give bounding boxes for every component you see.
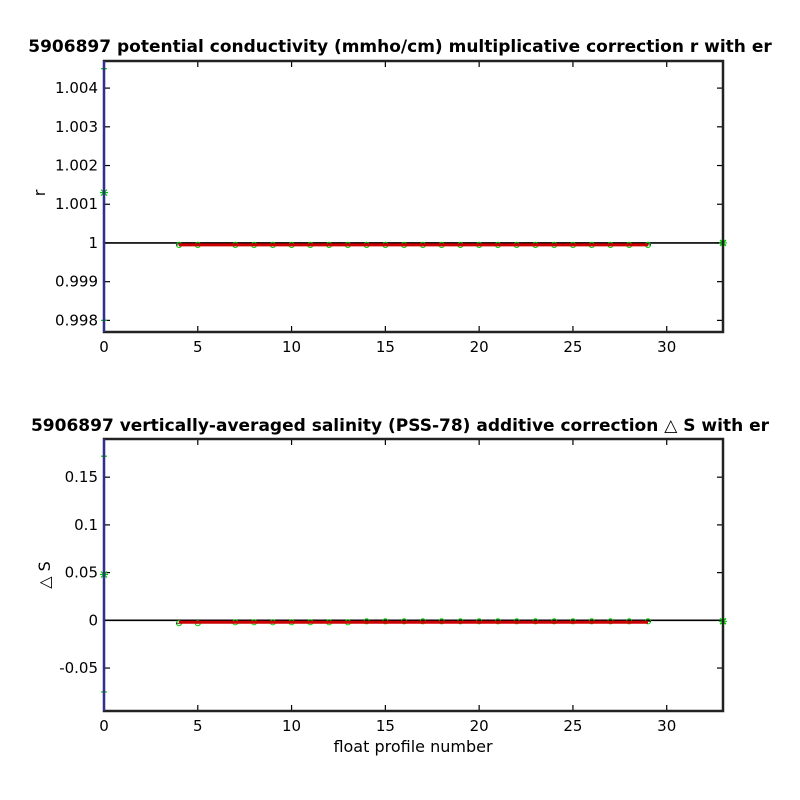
x-tick-label: 30: [657, 338, 676, 356]
x-tick-label: 25: [563, 338, 582, 356]
y-tick-label: 0.999: [55, 273, 98, 291]
conductivity-correction-chart: 5906897 potential conductivity (mmho/cm)…: [28, 37, 772, 356]
y-tick-label: 1.004: [55, 79, 98, 97]
chart-title: 5906897 vertically-averaged salinity (PS…: [31, 416, 770, 436]
salinity-correction-chart: 5906897 vertically-averaged salinity (PS…: [31, 416, 770, 756]
y-axis-label: r: [30, 189, 49, 196]
y-axis-label: △ S: [35, 561, 54, 589]
y-tick-label: 0: [88, 611, 98, 629]
x-tick-label: 20: [470, 717, 489, 735]
x-tick-label: 25: [563, 717, 582, 735]
y-tick-label: 1.002: [55, 157, 98, 175]
plot-area: [104, 61, 723, 332]
y-tick-label: 0.998: [55, 311, 98, 329]
y-tick-label: -0.05: [59, 659, 98, 677]
x-tick-label: 15: [376, 717, 395, 735]
x-tick-label: 10: [282, 717, 301, 735]
x-tick-label: 5: [193, 338, 203, 356]
x-tick-label: 0: [99, 717, 109, 735]
x-tick-label: 20: [470, 338, 489, 356]
y-tick-label: 0.1: [74, 516, 98, 534]
x-tick-label: 10: [282, 338, 301, 356]
x-tick-label: 30: [657, 717, 676, 735]
chart-title: 5906897 potential conductivity (mmho/cm)…: [28, 37, 772, 57]
plot-area: [104, 439, 723, 711]
x-tick-label: 0: [99, 338, 109, 356]
y-tick-label: 1: [88, 234, 98, 252]
x-axis-label: float profile number: [333, 737, 493, 756]
y-tick-label: 0.15: [65, 468, 98, 486]
x-tick-label: 15: [376, 338, 395, 356]
y-tick-label: 1.001: [55, 195, 98, 213]
x-tick-label: 5: [193, 717, 203, 735]
y-tick-label: 0.05: [65, 564, 98, 582]
y-tick-label: 1.003: [55, 118, 98, 136]
